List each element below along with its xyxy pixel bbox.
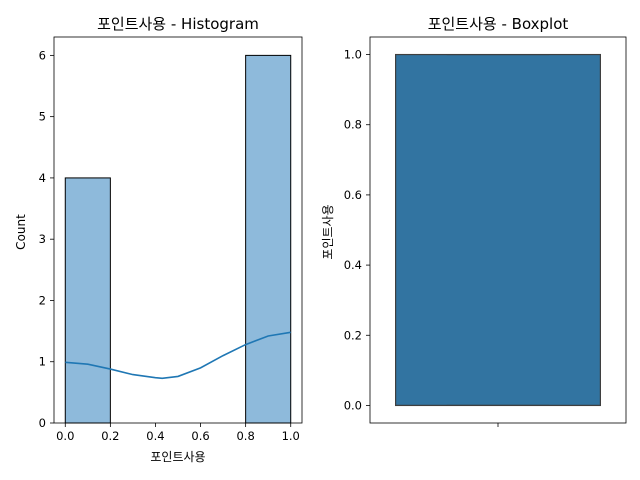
x-tick-label: 0.2 <box>101 429 119 443</box>
y-tick-label: 4 <box>39 171 46 185</box>
histogram-axes-frame <box>53 36 303 424</box>
y-tick-label: 0.2 <box>344 328 362 342</box>
x-tick-label: 1.0 <box>282 429 300 443</box>
histogram-bar <box>245 54 292 424</box>
y-tick-label: 0 <box>39 416 46 430</box>
y-tick-label: 2 <box>39 293 46 307</box>
histogram-title: 포인트사용 - Histogram <box>97 15 259 33</box>
histogram-plot-area: 0.0 0.2 0.4 0.6 0.8 1.0 0 1 2 3 4 5 6 <box>39 36 303 443</box>
kde-line <box>65 331 291 380</box>
boxplot-title: 포인트사용 - Boxplot <box>428 15 569 33</box>
box-iqr <box>395 53 602 407</box>
histogram-ylabel: Count <box>14 214 28 250</box>
y-tick-label: 1 <box>39 355 46 369</box>
histogram-bar <box>64 177 111 424</box>
histogram-xlabel: 포인트사용 <box>150 450 205 464</box>
x-tick-label: 0.6 <box>191 429 209 443</box>
x-tick-label: 0.8 <box>236 429 254 443</box>
x-tick-label: 0.0 <box>56 429 74 443</box>
boxplot-panel: 포인트사용 - Boxplot 0.0 0.2 0.4 0.6 0.8 1.0 포인트사용 <box>321 15 627 427</box>
y-tick-label: 3 <box>39 232 46 246</box>
boxplot-plot-area: 0.0 0.2 0.4 0.6 0.8 1.0 <box>344 36 627 427</box>
boxplot-ylabel: 포인트사용 <box>321 204 335 259</box>
y-tick-label: 0.4 <box>344 258 362 272</box>
y-tick-label: 6 <box>39 48 46 62</box>
histogram-panel: 포인트사용 - Histogram 0.0 0.2 0.4 0.6 0.8 1.0 0 1 2 3… <box>14 15 303 464</box>
y-tick-label: 0.0 <box>344 398 362 412</box>
y-tick-label: 5 <box>39 110 46 124</box>
y-tick-label: 0.8 <box>344 118 362 132</box>
y-tick-label: 0.6 <box>344 188 362 202</box>
y-tick-label: 1.0 <box>344 48 362 62</box>
x-tick-label: 0.4 <box>146 429 164 443</box>
